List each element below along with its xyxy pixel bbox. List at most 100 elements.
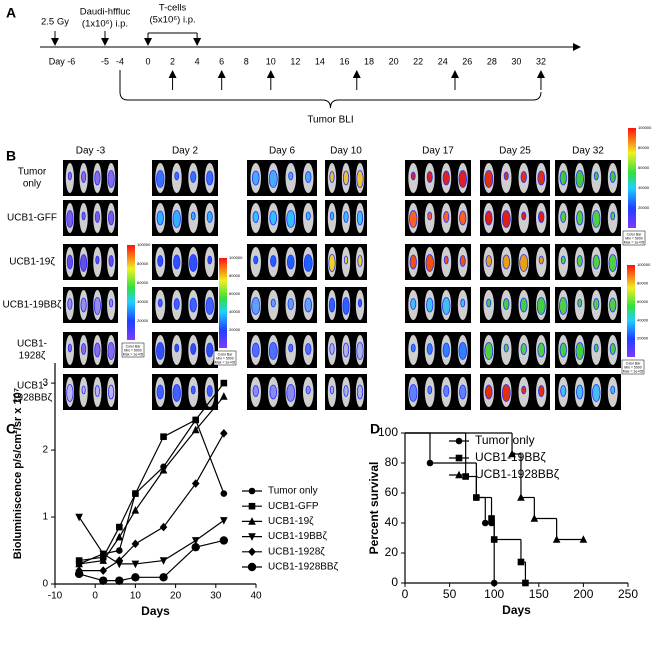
y-tick-label: 2	[42, 445, 48, 456]
signal	[342, 170, 350, 186]
signal	[342, 297, 350, 315]
signal	[486, 298, 492, 308]
color-bar-tick: 40000	[137, 299, 149, 304]
signal	[458, 342, 467, 360]
signal	[609, 171, 616, 183]
y-tick-label: 40	[385, 515, 399, 529]
signal	[442, 297, 451, 315]
panel-label: D	[370, 421, 380, 437]
color-bar-tick: 100000	[229, 255, 243, 260]
marker	[490, 579, 498, 587]
signal	[357, 255, 363, 267]
signal	[66, 254, 73, 270]
signal	[172, 210, 181, 228]
signal	[538, 385, 545, 397]
signal	[560, 211, 567, 223]
signal	[94, 342, 101, 358]
y-axis-label: Bioluminiscence p/s/cm²/sr x 10⁷	[12, 387, 24, 559]
marker	[74, 569, 84, 579]
x-tick-label: 150	[529, 587, 549, 601]
signal	[156, 170, 165, 188]
color-bar-tick: 80000	[637, 280, 649, 285]
signal	[520, 343, 527, 355]
signal	[206, 342, 214, 358]
signal	[460, 298, 466, 308]
signal	[538, 211, 545, 223]
signal	[251, 342, 260, 358]
signal	[593, 298, 600, 310]
signal	[329, 211, 335, 221]
color-bar	[219, 258, 227, 348]
timeline-tick-label: 32	[536, 56, 546, 66]
signal	[536, 297, 546, 315]
row-label: UCB1-19BBζ	[3, 300, 62, 311]
signal	[107, 170, 115, 188]
signal	[207, 255, 213, 265]
marker	[191, 537, 200, 545]
signal	[425, 254, 434, 272]
legend-label: Tumor only	[475, 433, 535, 447]
signal	[173, 254, 181, 270]
signal	[577, 298, 583, 308]
legend-label: Tumor only	[268, 486, 318, 497]
signal	[342, 342, 350, 358]
signal	[66, 384, 74, 402]
color-bar-caption-box	[621, 359, 645, 375]
signal	[520, 171, 527, 183]
marker	[488, 515, 495, 522]
signal	[443, 255, 449, 265]
marker	[160, 433, 167, 440]
signal	[174, 343, 180, 353]
signal	[286, 384, 296, 402]
timeline-tick-label: 28	[487, 56, 497, 66]
timeline-tick-label: 26	[462, 56, 472, 66]
x-axis-label: Days	[502, 603, 531, 617]
color-bar-tick: 20000	[638, 205, 650, 210]
legend-label: UCB1-1928BBζ	[268, 562, 339, 573]
marker	[116, 547, 123, 554]
signal	[559, 342, 567, 358]
color-bar-tick: 40000	[638, 185, 650, 190]
marker	[248, 547, 256, 557]
signal	[521, 211, 527, 221]
signal	[593, 171, 599, 181]
marker	[159, 557, 168, 565]
signal	[67, 343, 72, 353]
signal	[458, 170, 467, 188]
timeline-tick-label: 22	[413, 56, 423, 66]
marker	[522, 579, 529, 587]
color-bar-tick: 60000	[229, 291, 241, 296]
signal	[95, 255, 100, 265]
signal	[426, 297, 434, 313]
color-bar-tick: 80000	[229, 273, 241, 278]
signal	[252, 211, 259, 223]
marker	[75, 559, 83, 568]
color-bar-caption-box	[121, 342, 145, 358]
signal	[356, 170, 364, 188]
signal	[484, 210, 493, 226]
signal	[409, 210, 418, 228]
event-label: 2.5 Gy	[41, 17, 69, 28]
timeline-tick-label: 0	[145, 56, 150, 66]
signal	[80, 254, 88, 272]
color-bar-caption: Max = 1e+05	[123, 352, 143, 356]
signal	[80, 297, 87, 313]
signal	[190, 385, 196, 395]
signal	[427, 385, 433, 395]
marker	[517, 493, 525, 501]
signal	[459, 255, 466, 267]
color-bar-caption-box	[213, 350, 237, 366]
marker	[220, 392, 228, 400]
y-tick-label: 100	[378, 425, 398, 439]
x-tick-label: 50	[443, 587, 457, 601]
column-header: Day 32	[572, 146, 604, 157]
marker	[220, 490, 228, 497]
x-axis-label: Days	[141, 604, 170, 618]
signal	[443, 385, 450, 397]
marker	[248, 502, 256, 510]
marker	[159, 465, 168, 474]
series-line	[78, 418, 225, 565]
color-bar-tick: 40000	[229, 309, 241, 314]
column-header: Day 10	[330, 146, 362, 157]
